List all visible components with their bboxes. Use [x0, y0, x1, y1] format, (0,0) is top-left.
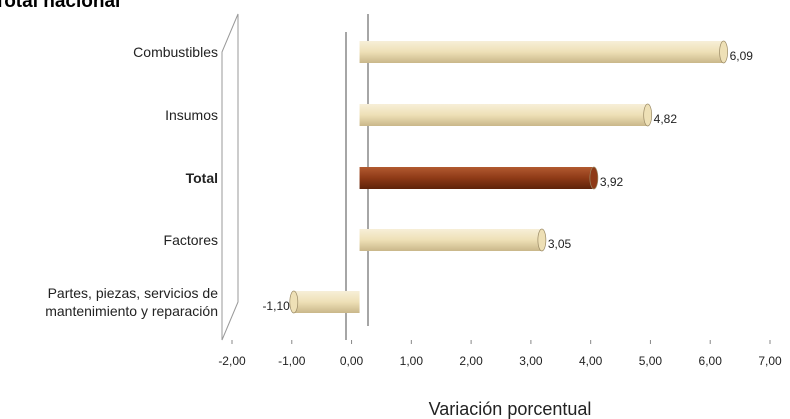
value-label: -1,10 [262, 299, 290, 313]
side-wall [221, 13, 239, 341]
category-label: Factores [163, 232, 218, 248]
value-label: 6,09 [730, 49, 754, 63]
bar [359, 104, 648, 126]
bar-cap [719, 40, 728, 64]
chart-title: Total nacional [0, 0, 121, 12]
x-tick-label: 1,00 [400, 354, 424, 368]
x-tick-label: 3,00 [519, 354, 543, 368]
category-label: Partes, piezas, servicios de mantenimien… [45, 285, 218, 319]
x-tick-label: 7,00 [758, 354, 782, 368]
x-tick-label: 4,00 [579, 354, 603, 368]
x-tick-label: -2,00 [218, 354, 246, 368]
bar-cap [289, 290, 299, 314]
category-label: Insumos [165, 107, 218, 123]
bar [359, 167, 594, 189]
value-label: 3,92 [600, 175, 624, 189]
bar [359, 229, 542, 251]
bar-cap [643, 103, 653, 127]
x-tick-label: 6,00 [699, 354, 723, 368]
x-tick-label: 0,00 [340, 354, 364, 368]
value-label: 4,82 [654, 112, 678, 126]
x-tick-label: -1,00 [278, 354, 306, 368]
bar-cap [537, 228, 547, 252]
value-label: 3,05 [548, 237, 572, 251]
category-label: Combustibles [133, 44, 218, 60]
bar [359, 41, 724, 63]
x-tick-label: 2,00 [459, 354, 483, 368]
bar [293, 291, 360, 313]
x-axis-title: Variación porcentual [429, 399, 592, 419]
x-tick-label: 5,00 [639, 354, 663, 368]
category-label: Total [185, 170, 218, 186]
bar-cap [589, 166, 599, 190]
